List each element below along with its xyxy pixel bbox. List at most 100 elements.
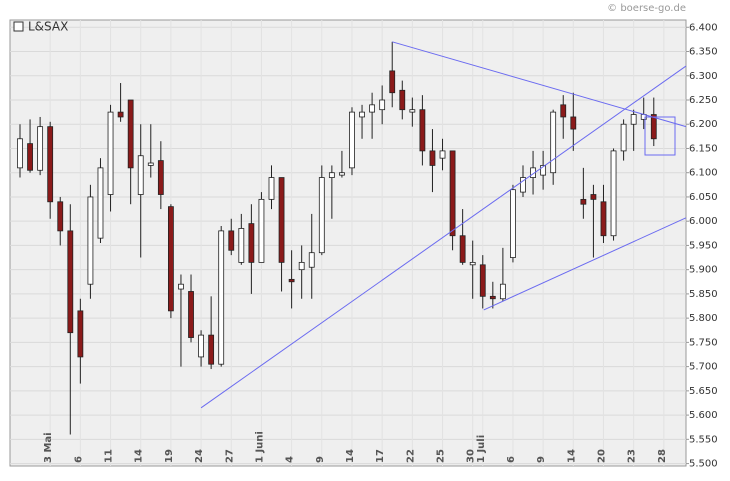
highlight-box [644, 116, 676, 156]
y-tick-label: 6.150 [689, 143, 718, 154]
candle-body [97, 167, 104, 239]
candle-body [570, 116, 577, 130]
candle-body [650, 114, 657, 140]
candle-body [198, 334, 204, 358]
candle-body [560, 104, 567, 118]
x-tick-label: 23 [627, 449, 638, 463]
candle-body [328, 172, 335, 178]
candle-body [359, 111, 365, 118]
x-tick-label: 28 [657, 449, 668, 463]
y-tick-label: 5.850 [689, 289, 718, 300]
candle-body [499, 283, 506, 300]
candle-body [238, 228, 245, 263]
marks [17, 41, 687, 435]
x-tick-label: 20 [596, 449, 607, 463]
source-credit: © boerse-go.de [607, 3, 686, 14]
x-tick-label: 22 [405, 449, 416, 463]
legend-label: L&SAX [28, 20, 68, 34]
candle-body [298, 261, 305, 271]
y-tick-label: 5.650 [689, 386, 718, 397]
candle-body [107, 111, 114, 195]
candle-body [459, 235, 466, 263]
candle-body [580, 198, 587, 205]
y-tick-label: 6.400 [689, 22, 718, 33]
candle-body [178, 283, 184, 290]
candle-body [208, 334, 215, 365]
candle-body [268, 177, 275, 200]
candle-body [127, 99, 134, 169]
candle-body [449, 150, 456, 237]
candle-body [77, 310, 84, 358]
y-tick-label: 6.000 [689, 216, 718, 227]
legend-swatch [13, 21, 24, 32]
y-tick-label: 6.050 [689, 192, 718, 203]
candle-body [218, 230, 225, 365]
candle-body [37, 126, 44, 171]
y-tick-label: 6.250 [689, 95, 718, 106]
x-tick-label: 14 [345, 449, 356, 463]
candle-body [278, 177, 285, 263]
y-tick-label: 5.500 [689, 459, 718, 470]
trendline [392, 41, 687, 128]
candle-body [379, 99, 386, 111]
x-tick-label: 27 [224, 449, 235, 463]
candle-body [369, 104, 376, 113]
candle-body [550, 111, 557, 174]
x-tick-label: 1 Juli [476, 435, 487, 463]
candle-body [540, 165, 547, 176]
x-tick-label: 9 [315, 456, 326, 463]
candle-body [157, 160, 164, 195]
candle-body [57, 201, 64, 232]
x-tick-label: 9 [536, 456, 547, 463]
candle-body [610, 150, 617, 237]
candle-body [419, 109, 426, 152]
candle-body [17, 138, 23, 169]
candle-body [248, 223, 255, 263]
y-tick-label: 5.600 [689, 410, 718, 421]
candle-body [530, 167, 536, 178]
candle-body [258, 198, 265, 263]
x-tick-label: 25 [436, 449, 447, 463]
x-tick-label: 6 [506, 456, 517, 463]
x-tick-label: 17 [375, 449, 386, 463]
candle-body [47, 126, 54, 203]
y-tick-label: 6.350 [689, 47, 718, 58]
candle-body [630, 114, 637, 125]
candle-body [308, 252, 315, 268]
y-tick-label: 5.550 [689, 434, 718, 445]
y-tick-label: 5.950 [689, 240, 718, 251]
candle-body [520, 177, 526, 193]
candle-body [228, 230, 235, 251]
x-tick-label: 11 [104, 449, 115, 463]
candle-body [27, 143, 33, 171]
candle-body [318, 177, 325, 254]
x-tick-label: 3 Mai [43, 432, 54, 463]
candle-body [188, 291, 194, 338]
candle-body [117, 111, 124, 118]
candle-body [479, 264, 486, 297]
trendline [200, 65, 687, 409]
y-tick-label: 5.800 [689, 313, 718, 324]
plot-area [9, 19, 687, 467]
x-tick-label: 30 [466, 449, 477, 463]
candle-body [137, 155, 144, 195]
candle-body [167, 206, 174, 312]
candle-body [147, 162, 154, 166]
x-tick-label: 14 [134, 449, 145, 463]
candle-body [439, 150, 446, 159]
y-tick-label: 6.200 [689, 119, 718, 130]
y-tick-label: 5.700 [689, 362, 718, 373]
x-tick-label: 6 [73, 456, 84, 463]
candle-body [389, 70, 396, 94]
candle-body [409, 109, 416, 113]
x-tick-label: 14 [566, 449, 577, 463]
x-tick-label: 19 [164, 449, 175, 463]
candle-body [590, 194, 597, 200]
y-tick-label: 6.100 [689, 168, 718, 179]
x-tick-label: 4 [285, 456, 296, 463]
trendline [483, 217, 687, 311]
candle-body [288, 278, 295, 283]
x-tick-label: 1 Juni [254, 431, 265, 463]
candle-body [469, 261, 476, 266]
